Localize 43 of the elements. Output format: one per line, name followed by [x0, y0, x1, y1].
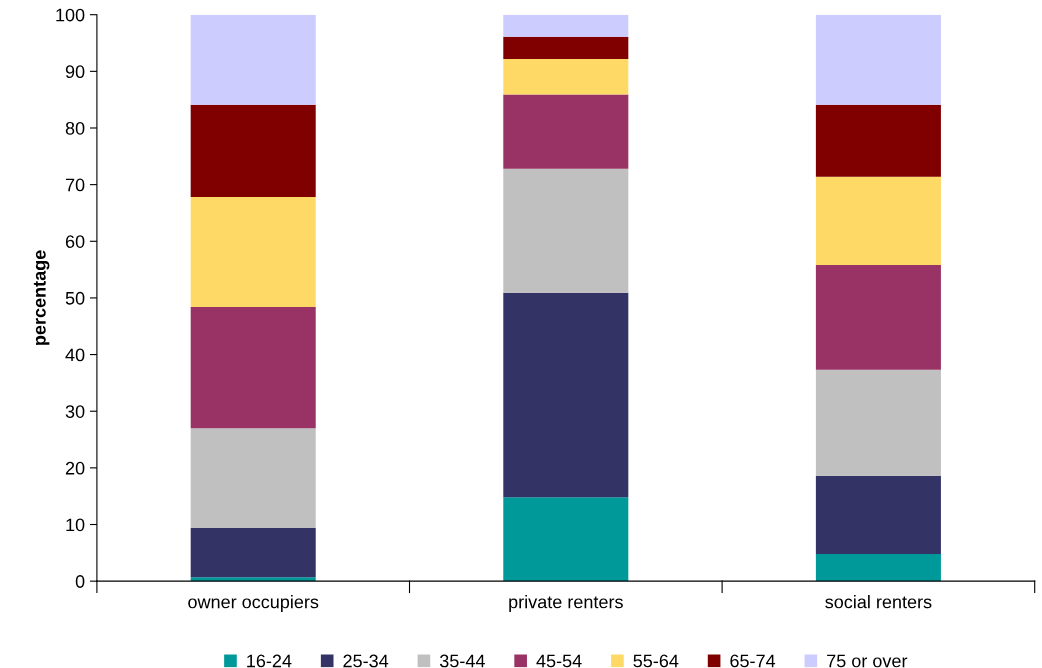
bar	[190, 577, 316, 582]
bar	[190, 527, 316, 578]
bar	[190, 197, 316, 307]
bar	[815, 475, 941, 554]
y-axis-title: percentage	[33, 250, 50, 345]
bar	[815, 176, 941, 266]
bar	[815, 553, 941, 582]
y-tick-label: 60	[65, 235, 85, 248]
legend-label: 45-54	[536, 654, 582, 668]
legend-label: 16-24	[247, 654, 292, 668]
y-tick-label: 90	[65, 65, 85, 79]
y-tick-label: 70	[65, 178, 85, 192]
y-tick-label: 100	[56, 8, 85, 22]
bar	[190, 306, 316, 429]
y-tick-label: 0	[75, 575, 85, 588]
bar	[815, 14, 941, 105]
bar	[815, 369, 941, 476]
x-tick-label: owner occupiers	[188, 595, 319, 612]
bar	[190, 428, 316, 528]
legend-label: 75 or over	[827, 654, 908, 668]
bar	[503, 36, 629, 59]
y-tick-label: 80	[65, 121, 85, 135]
bar	[503, 168, 629, 293]
legend-label: 55-64	[633, 654, 679, 668]
bar	[190, 14, 316, 105]
x-tick-label: social renters	[825, 595, 932, 609]
bar	[503, 292, 629, 498]
legend-label: 65-74	[730, 654, 776, 668]
bar	[503, 94, 629, 169]
x-tick-label: private renters	[509, 595, 623, 612]
legend-label: 25-34	[343, 654, 389, 668]
y-tick-label: 50	[65, 291, 85, 305]
y-tick-label: 10	[66, 518, 85, 532]
legend-label: 35-44	[439, 654, 485, 668]
bar	[190, 104, 316, 198]
bar	[503, 497, 629, 582]
bar	[815, 104, 941, 177]
y-tick-label: 20	[65, 461, 85, 475]
y-tick-label: 30	[65, 405, 85, 418]
bar	[815, 265, 941, 370]
bar	[503, 14, 629, 37]
y-tick-label: 40	[65, 348, 85, 362]
bar	[503, 58, 629, 95]
